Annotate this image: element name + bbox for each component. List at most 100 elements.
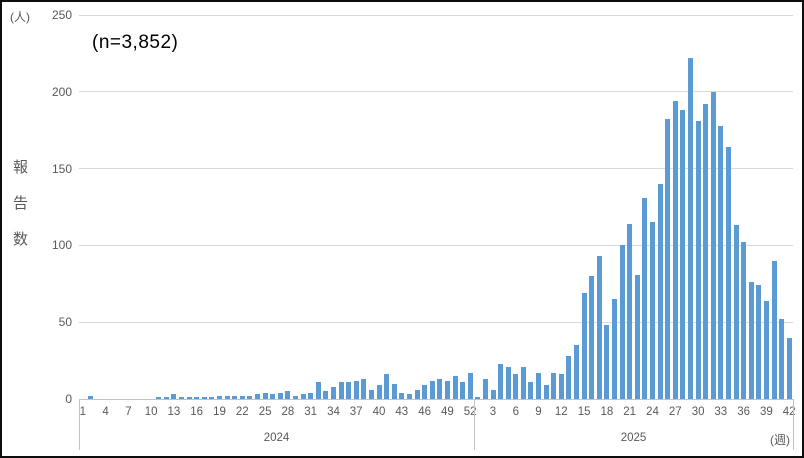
bar <box>536 373 541 399</box>
x-axis-tick-label: 40 <box>372 406 386 418</box>
bar <box>460 382 466 399</box>
bar <box>179 397 184 399</box>
bar <box>695 121 701 399</box>
x-axis-tick-label: 28 <box>281 406 295 418</box>
bar <box>300 394 306 399</box>
bar <box>270 394 276 399</box>
bar <box>323 391 329 399</box>
y-axis-unit-label: (人) <box>10 10 30 24</box>
bar <box>688 58 693 399</box>
bar <box>703 104 709 399</box>
bar <box>444 381 450 399</box>
y-gridline <box>79 168 793 170</box>
x-axis-tick-label: 12 <box>554 406 568 418</box>
x-axis-tick-label: 31 <box>304 406 318 418</box>
bar <box>186 397 192 399</box>
bar <box>429 381 435 399</box>
x-axis-tick-label: 36 <box>737 406 750 418</box>
bar <box>285 391 291 399</box>
bar <box>642 198 648 399</box>
bar <box>627 224 633 399</box>
bar <box>437 379 443 399</box>
bar <box>680 110 686 399</box>
bar <box>710 92 716 399</box>
bar <box>224 396 230 399</box>
x-axis-tick-label: 3 <box>489 406 497 418</box>
bar <box>315 382 321 399</box>
bar <box>376 385 382 399</box>
year-label: 2024 <box>263 432 290 444</box>
bar <box>657 184 663 399</box>
bar <box>475 397 481 399</box>
x-axis-tick-label: 22 <box>235 406 249 418</box>
bar <box>505 367 511 399</box>
bar <box>574 345 579 399</box>
bar <box>520 367 526 399</box>
x-axis-tick-label: 27 <box>668 406 682 418</box>
bar <box>786 338 792 399</box>
bar <box>368 390 374 399</box>
bar <box>353 381 359 399</box>
x-axis-tick-label: 30 <box>691 406 705 418</box>
bar <box>619 245 625 399</box>
bar <box>482 379 488 399</box>
bar <box>672 101 678 399</box>
bar <box>771 261 777 399</box>
x-axis-tick-label: 25 <box>258 406 272 418</box>
bar <box>490 390 496 399</box>
bar <box>528 382 534 399</box>
x-axis-tick-label: 7 <box>125 406 132 418</box>
x-axis-tick-label: 37 <box>349 406 363 418</box>
y-gridline <box>79 244 793 246</box>
bar <box>232 396 238 399</box>
y-axis-tick-label: 150 <box>51 161 72 176</box>
x-axis-tick-label: 33 <box>714 406 728 418</box>
bar <box>406 394 412 399</box>
bar <box>718 126 724 399</box>
y-gridline <box>79 91 793 93</box>
x-axis-tick-label: 6 <box>512 406 519 418</box>
x-axis-tick-label: 21 <box>623 406 637 418</box>
bar <box>422 385 428 399</box>
axis-group-separator <box>79 399 80 450</box>
x-axis-line <box>79 399 793 400</box>
x-axis-tick-label: 10 <box>144 406 158 418</box>
y-axis-tick-label: 200 <box>51 84 72 99</box>
x-axis-tick-label: 39 <box>759 406 773 418</box>
x-axis-tick-label: 15 <box>577 406 591 418</box>
bar <box>399 393 405 399</box>
bar <box>589 276 595 399</box>
bar <box>384 374 390 399</box>
bar <box>558 374 564 399</box>
y-gridline <box>79 14 793 16</box>
bar <box>391 384 397 399</box>
bar <box>209 397 215 399</box>
x-axis-tick-label: 18 <box>600 406 614 418</box>
x-axis-unit-label: (週) <box>770 433 790 447</box>
bar <box>331 387 336 399</box>
x-axis-tick-label: 13 <box>167 406 181 418</box>
bar <box>665 119 671 399</box>
bar <box>262 393 268 399</box>
y-axis-tick-label: 100 <box>51 238 72 253</box>
bar <box>452 376 458 399</box>
bar <box>171 394 177 399</box>
year-label: 2025 <box>620 432 647 444</box>
bar <box>293 396 298 399</box>
x-axis-tick-label: 4 <box>102 406 109 418</box>
axis-group-separator <box>793 399 794 450</box>
bar <box>87 396 93 399</box>
bar <box>338 382 344 399</box>
bar <box>748 282 754 399</box>
x-axis-tick-label: 34 <box>327 406 340 418</box>
bar <box>763 301 769 399</box>
bar <box>551 373 557 399</box>
sample-size-annotation: (n=3,852) <box>92 32 179 53</box>
bar <box>596 256 602 399</box>
bar <box>733 225 739 399</box>
bar <box>725 147 731 399</box>
bar <box>156 397 162 399</box>
bar <box>255 394 260 399</box>
x-axis-tick-label: 9 <box>535 406 542 418</box>
x-axis-tick-label: 52 <box>463 406 477 418</box>
